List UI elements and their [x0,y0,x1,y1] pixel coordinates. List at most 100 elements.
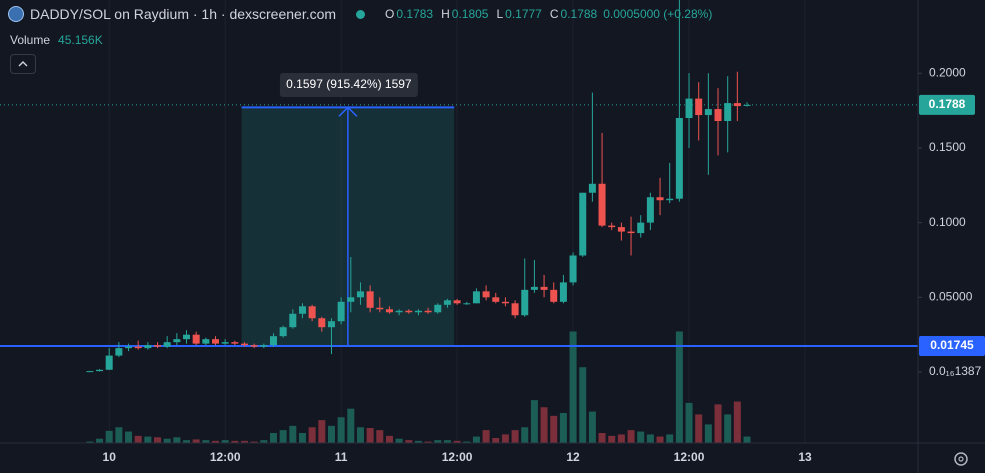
volume-bar [569,331,577,443]
volume-bar [714,404,722,443]
volume-bar [598,432,606,443]
candle-body [385,309,393,313]
y-tick-label: 0.1500 [929,140,966,154]
volume-bar [608,435,616,443]
candle-body [704,109,712,116]
gear-hub[interactable] [958,456,964,462]
candle-body [298,306,306,314]
volume-bar [308,427,316,443]
volume-bar [434,440,442,443]
candle-body [540,286,548,290]
candle-body [337,301,345,322]
x-tick-label: 12:00 [442,450,473,464]
volume-bar [453,440,461,443]
volume-bar [588,411,596,443]
volume-bar [627,430,635,443]
ohlc-key: H [441,7,450,21]
volume-bar [637,431,645,443]
candle-body [646,197,654,223]
candle-body [414,310,422,313]
grid [108,0,806,443]
candle-body [173,339,181,343]
chevron-path[interactable] [18,61,28,67]
y-tick-label: 0.1000 [929,215,966,229]
candle-body [443,300,451,305]
x-tick-label: 12 [566,450,580,464]
volume-bar [86,441,94,443]
candle-body [231,342,239,344]
candle-body [327,321,335,328]
candle-body [192,334,200,344]
volume-bar [347,408,355,443]
volume-bar [492,437,500,443]
status-dot [356,9,366,19]
collapse-button[interactable] [10,54,36,74]
volume-bar [212,440,220,443]
candle-body [163,342,171,347]
candle-body [559,282,567,302]
candle-body [482,291,490,298]
volume-name: Volume [10,33,51,47]
volume-bar [173,437,181,443]
volume-legend: Volume 45.156K [10,33,103,47]
candle-body [666,198,674,201]
candle-body [695,98,703,116]
candle-body [115,348,123,356]
candle-body [144,345,152,349]
chevron[interactable] [11,55,35,73]
candle-body [289,313,297,328]
settings-icon[interactable] [954,452,968,466]
volume-bar [279,430,287,443]
volume-bar [656,436,664,443]
candle-body [376,307,384,310]
volume-bar [183,440,191,443]
volume-bar [511,430,519,443]
candle-body [472,291,480,304]
measure [241,106,455,346]
volume-bar [521,427,529,443]
candle-body [569,255,577,283]
volume-bar [666,434,674,443]
volume-bar [579,367,587,443]
candle-body [550,289,558,302]
change: 0.0005000 (+0.28%) [603,7,713,21]
volume-bar [501,434,509,443]
volume-bar [163,438,171,443]
line-badge-label: 0.01745 [930,338,974,352]
candle-body [608,225,616,228]
candle-body [395,310,403,313]
volume-bar [540,407,548,443]
volume-bar [385,435,393,443]
volume-bar [192,439,200,443]
candle-body [105,355,113,370]
volume-bar [134,435,142,443]
volume-bar [144,436,152,443]
volume-bar [289,425,297,443]
measure-arrowhead [338,106,358,117]
candle-body [424,310,432,313]
volume-bar [376,430,384,443]
volume-bar [724,414,732,443]
gear[interactable] [954,452,968,466]
volume-bar [530,400,538,443]
candle-body [260,345,268,347]
ohlc-key: L [496,7,504,21]
volume-pane [86,331,751,443]
candle-body [598,183,606,226]
volume-bar [221,440,229,443]
candle-body [96,369,104,372]
x-tick-label: 13 [798,450,812,464]
candle-body [202,339,210,344]
candle-body [530,286,538,290]
candle-body [434,304,442,313]
candle-body [714,109,722,122]
candle-body [240,343,248,346]
volume-bar [463,441,471,443]
price-badge-label: 0.1788 [929,97,966,111]
candle-body [627,231,635,234]
volume-bar [685,402,693,443]
volume-bar [414,440,422,443]
candle-body [279,327,287,337]
volume-bar [154,437,162,443]
